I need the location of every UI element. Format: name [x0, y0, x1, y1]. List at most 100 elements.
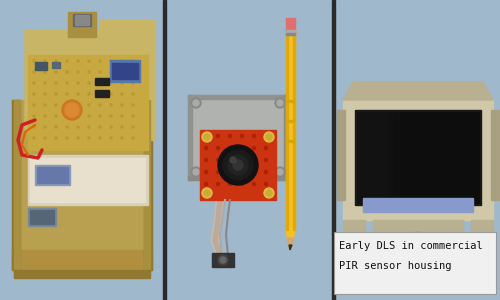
Bar [188, 95, 288, 180]
Circle shape [121, 71, 123, 73]
Text: PIR sensor housing: PIR sensor housing [339, 261, 452, 271]
Circle shape [121, 126, 123, 128]
Bar [357, 112, 479, 203]
Bar [293, 30, 295, 230]
Circle shape [218, 255, 228, 265]
Circle shape [264, 170, 268, 173]
Bar [286, 30, 295, 230]
Circle shape [33, 137, 35, 139]
Circle shape [99, 104, 101, 106]
Circle shape [88, 115, 90, 117]
Circle shape [264, 134, 268, 137]
Circle shape [66, 137, 68, 139]
Text: Early DLS in commercial: Early DLS in commercial [339, 241, 483, 251]
Circle shape [204, 134, 208, 137]
Polygon shape [286, 230, 295, 250]
Circle shape [277, 100, 283, 106]
Bar [30, 158, 145, 202]
Circle shape [110, 71, 112, 73]
Circle shape [252, 182, 256, 185]
Polygon shape [289, 245, 292, 250]
Circle shape [132, 60, 134, 62]
Circle shape [121, 137, 123, 139]
Bar [14, 270, 150, 278]
Bar [491, 110, 499, 200]
Circle shape [132, 82, 134, 84]
Circle shape [216, 134, 220, 137]
Circle shape [121, 104, 123, 106]
Circle shape [77, 104, 79, 106]
Bar [337, 110, 345, 200]
Circle shape [204, 146, 208, 149]
Bar [163, 0, 166, 300]
Circle shape [216, 146, 220, 149]
Circle shape [240, 134, 244, 137]
Circle shape [55, 137, 57, 139]
Circle shape [216, 158, 220, 161]
Bar [212, 253, 234, 267]
Bar [357, 112, 399, 203]
Circle shape [66, 115, 68, 117]
Bar [363, 198, 473, 212]
Bar [12, 250, 152, 270]
Bar [52, 62, 60, 68]
Circle shape [77, 137, 79, 139]
Circle shape [55, 71, 57, 73]
Circle shape [33, 126, 35, 128]
Circle shape [202, 132, 212, 142]
Bar [100, 20, 155, 140]
Circle shape [110, 82, 112, 84]
Bar [471, 220, 493, 234]
Circle shape [264, 132, 274, 142]
Bar [12, 100, 152, 270]
Circle shape [55, 93, 57, 95]
Circle shape [110, 137, 112, 139]
Bar [334, 232, 496, 294]
Circle shape [77, 71, 79, 73]
Bar [357, 112, 389, 203]
Circle shape [121, 82, 123, 84]
Bar [30, 210, 54, 224]
Circle shape [240, 182, 244, 185]
Circle shape [44, 137, 46, 139]
Circle shape [99, 115, 101, 117]
Bar [188, 95, 288, 99]
Circle shape [88, 71, 90, 73]
Bar [200, 130, 276, 200]
Bar [112, 63, 138, 79]
Circle shape [228, 155, 248, 175]
Circle shape [33, 104, 35, 106]
Circle shape [88, 104, 90, 106]
Circle shape [132, 71, 134, 73]
Circle shape [110, 126, 112, 128]
Circle shape [33, 82, 35, 84]
Circle shape [216, 182, 220, 185]
Circle shape [77, 126, 79, 128]
Circle shape [230, 157, 236, 163]
Bar [28, 155, 148, 205]
Circle shape [121, 60, 123, 62]
Circle shape [411, 235, 425, 249]
Circle shape [33, 71, 35, 73]
Circle shape [88, 126, 90, 128]
Bar [73, 14, 91, 26]
Circle shape [228, 158, 232, 161]
Circle shape [193, 169, 199, 175]
Circle shape [252, 134, 256, 137]
Circle shape [252, 158, 256, 161]
Bar [343, 100, 493, 220]
Circle shape [228, 170, 232, 173]
Circle shape [99, 93, 101, 95]
Bar [284, 95, 288, 180]
Circle shape [132, 104, 134, 106]
Bar [37, 167, 68, 183]
Bar [188, 176, 288, 180]
Circle shape [220, 257, 226, 263]
Circle shape [77, 82, 79, 84]
Circle shape [240, 158, 244, 161]
Circle shape [218, 145, 258, 185]
Bar [286, 30, 288, 230]
Polygon shape [25, 30, 100, 140]
Bar [188, 95, 192, 180]
Bar [28, 208, 56, 226]
